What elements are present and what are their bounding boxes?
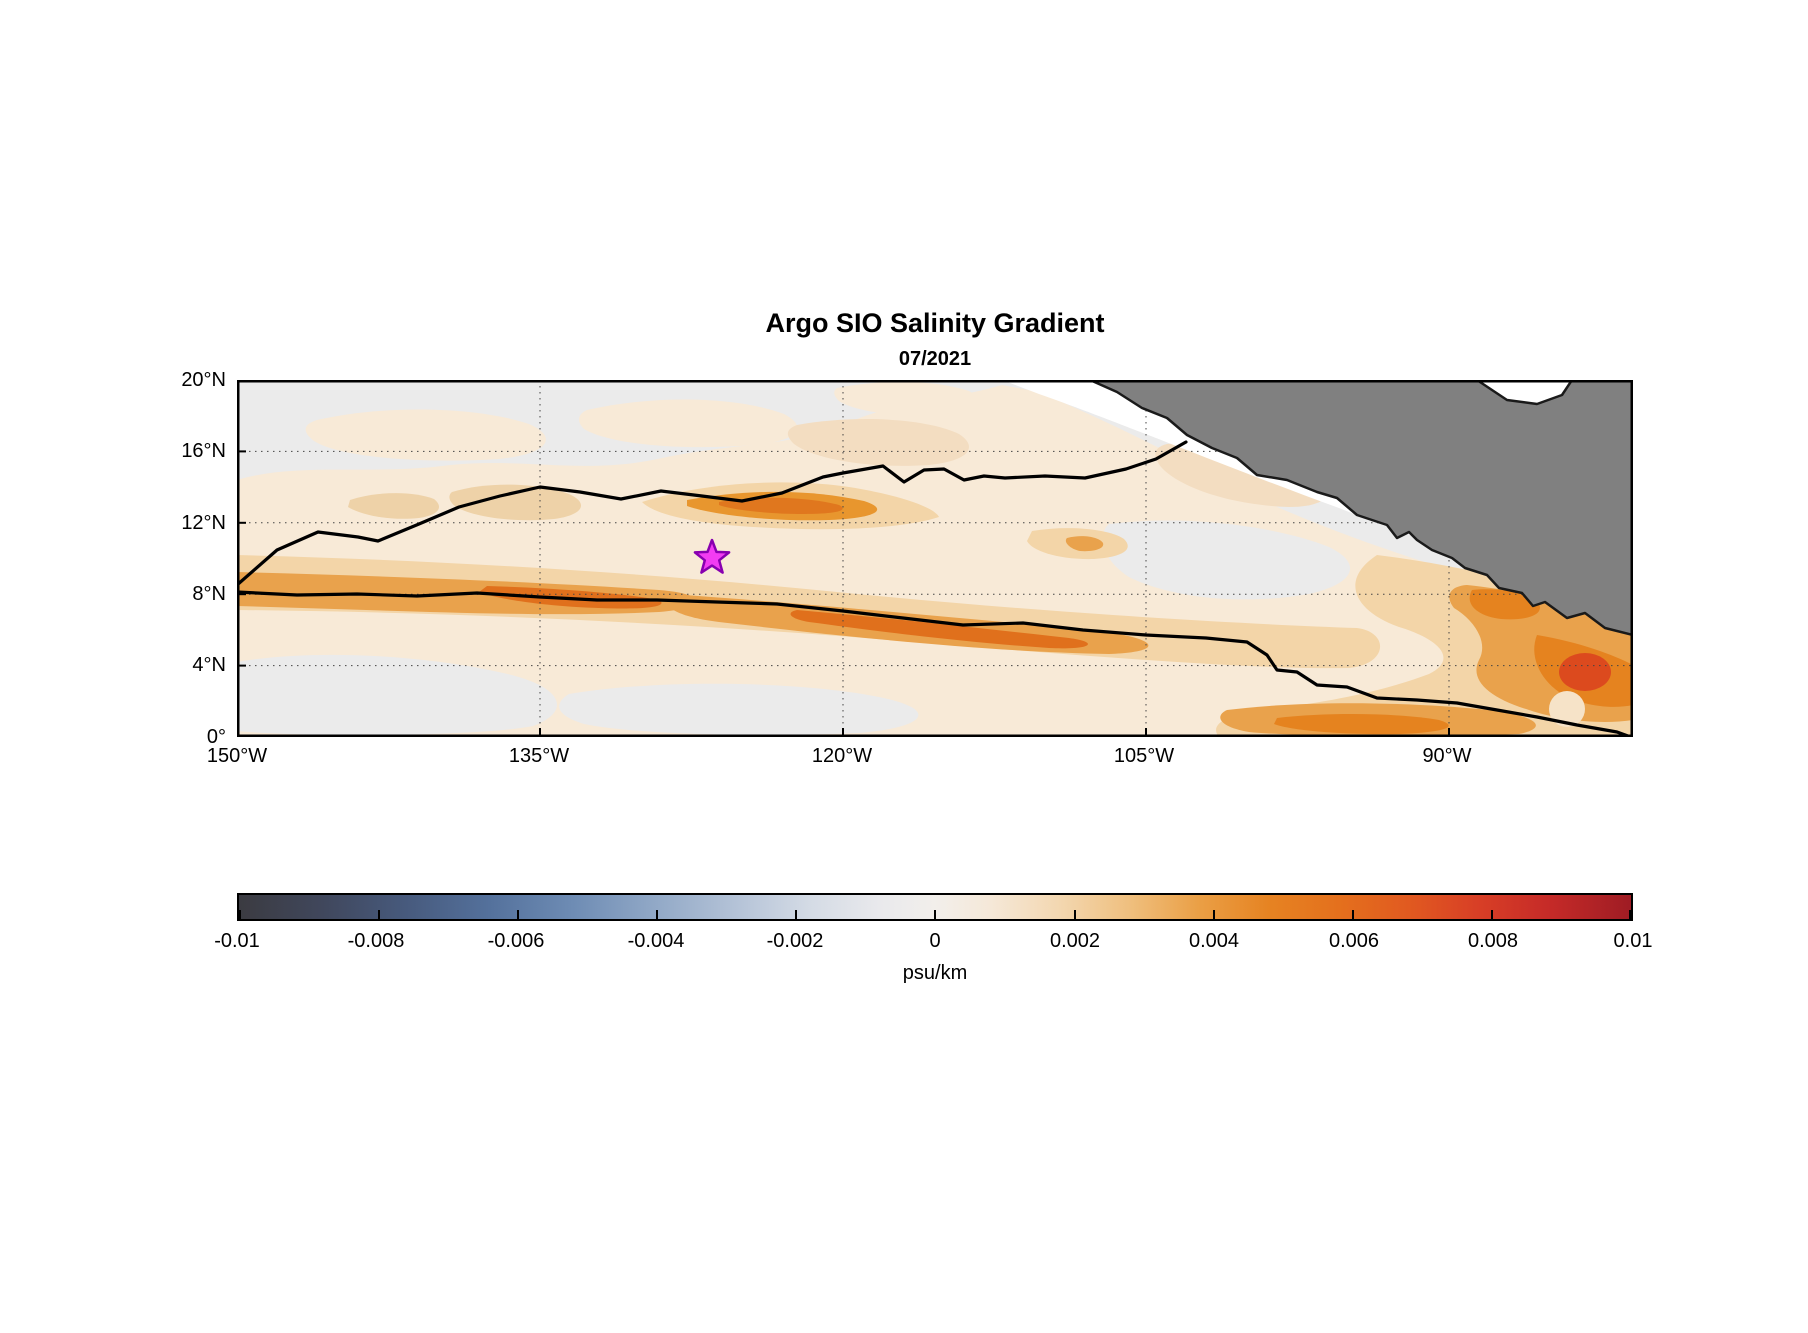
- fill-peach-patch-top-3: [834, 381, 978, 416]
- colorbar-tick-label: -0.008: [347, 930, 405, 952]
- map-plot: [237, 380, 1633, 737]
- chart-title: Argo SIO Salinity Gradient: [765, 308, 1105, 338]
- x-tick-label: 105°W: [1113, 745, 1175, 767]
- colorbar-tick-mark: [239, 910, 241, 919]
- fill-orange-core-mid: [1065, 536, 1104, 552]
- colorbar-tick-mark: [378, 910, 380, 919]
- colorbar-tick-label: 0.004: [1188, 930, 1240, 952]
- fill-pale-spot-east: [1549, 691, 1585, 727]
- y-tick-label: 12°N: [181, 512, 226, 534]
- x-tick-label: 90°W: [1422, 745, 1472, 767]
- fill-tan-patch-top-center: [787, 419, 969, 466]
- map-axes-box: [237, 380, 1633, 737]
- front-contour-upper: [237, 440, 1188, 587]
- front-contours: [237, 440, 1630, 737]
- x-tick-label: 150°W: [206, 745, 268, 767]
- colorbar-tick-label: 0.008: [1467, 930, 1519, 952]
- colorbar-tick-label: -0.004: [627, 930, 685, 952]
- colorbar-tick-label: 0: [929, 930, 941, 952]
- y-tick-label: 4°N: [192, 654, 226, 676]
- star-marker: [693, 538, 731, 574]
- colorbar-tick-mark: [795, 910, 797, 919]
- fill-deep-orange-wedge-near-star: [719, 497, 843, 514]
- fill-orange-blob-coast-8n: [1469, 589, 1540, 620]
- fill-tan-bump-12n-1: [449, 484, 581, 521]
- colorbar-tick-label: 0.002: [1049, 930, 1101, 952]
- y-tick-label: 8°N: [192, 583, 226, 605]
- fill-orange-core-bottom-right: [1274, 714, 1449, 735]
- colorbar-tick-label: -0.01: [214, 930, 260, 952]
- colorbar-tick-mark: [656, 910, 658, 919]
- colorbar-tick-mark: [1491, 910, 1493, 919]
- colorbar-tick-label: -0.006: [487, 930, 545, 952]
- y-tick-label: 0°: [206, 726, 226, 748]
- fill-gray-patch-bottom-left: [237, 654, 557, 736]
- colorbar-tick-mark: [1074, 910, 1076, 919]
- colorbar-tick-mark: [934, 910, 936, 919]
- fill-gray-patch-mid-east: [1102, 520, 1351, 600]
- colorbar-tick-mark: [1629, 910, 1631, 919]
- contour-fill-field: [237, 380, 1633, 737]
- colorbar-tick-mark: [1352, 910, 1354, 919]
- fill-peach-patch-top-1: [305, 409, 546, 461]
- colorbar-tick-mark: [517, 910, 519, 919]
- y-tick-label: 16°N: [181, 440, 226, 462]
- x-tick-label: 120°W: [811, 745, 873, 767]
- colorbar-tick-label: 0.01: [1613, 930, 1653, 952]
- fill-deep-orange-core-east: [790, 610, 1088, 649]
- x-tick-label: 135°W: [508, 745, 570, 767]
- colorbar-tick-label: 0.006: [1328, 930, 1380, 952]
- front-contour-lower: [237, 590, 1630, 737]
- colorbar: [237, 893, 1633, 921]
- fill-red-orange-spot-east: [1559, 653, 1611, 691]
- fill-peach-patch-top-2: [578, 399, 798, 448]
- fill-gray-patch-bottom-center: [559, 683, 919, 735]
- colorbar-tick-mark: [1213, 910, 1215, 919]
- fill-tan-bump-12n-2: [348, 493, 439, 519]
- y-tick-label: 20°N: [181, 369, 226, 391]
- chart-subtitle: 07/2021: [898, 348, 972, 370]
- colorbar-tick-label: -0.002: [766, 930, 824, 952]
- colorbar-units-label: psu/km: [902, 962, 968, 984]
